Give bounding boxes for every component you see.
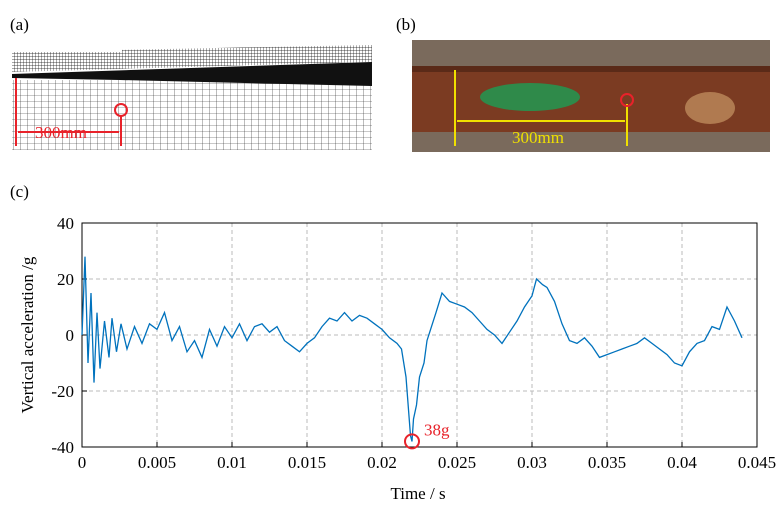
y-axis-title: Vertical acceleration /g bbox=[18, 256, 37, 413]
x-tick-label: 0.035 bbox=[588, 453, 626, 472]
y-tick-label: 40 bbox=[57, 214, 74, 233]
x-tick-label: 0.015 bbox=[288, 453, 326, 472]
dimension-label: 300mm bbox=[35, 123, 87, 142]
x-tick-label: 0.045 bbox=[738, 453, 776, 472]
annotation-label: 38g bbox=[424, 420, 450, 439]
x-tick-label: 0.01 bbox=[217, 453, 247, 472]
y-tick-label: 20 bbox=[57, 270, 74, 289]
x-tick-label: 0.005 bbox=[138, 453, 176, 472]
panel-label: (c) bbox=[10, 182, 29, 201]
fe-mesh bbox=[12, 44, 372, 150]
y-tick-label: -20 bbox=[51, 382, 74, 401]
annotation-marker bbox=[404, 433, 420, 450]
panel-label: (b) bbox=[396, 15, 416, 34]
x-tick-label: 0.04 bbox=[667, 453, 697, 472]
rail-photo bbox=[412, 40, 770, 152]
data-line bbox=[81, 256, 743, 442]
x-tick-label: 0 bbox=[78, 453, 87, 472]
x-tick-label: 0.025 bbox=[438, 453, 476, 472]
x-tick-label: 0.03 bbox=[517, 453, 547, 472]
panel-label: (a) bbox=[10, 15, 29, 34]
y-tick-label: 0 bbox=[66, 326, 75, 345]
x-axis-title: Time / s bbox=[390, 484, 445, 503]
dimension-label: 300mm bbox=[512, 128, 564, 147]
y-tick-label: -40 bbox=[51, 438, 74, 457]
x-tick-label: 0.02 bbox=[367, 453, 397, 472]
